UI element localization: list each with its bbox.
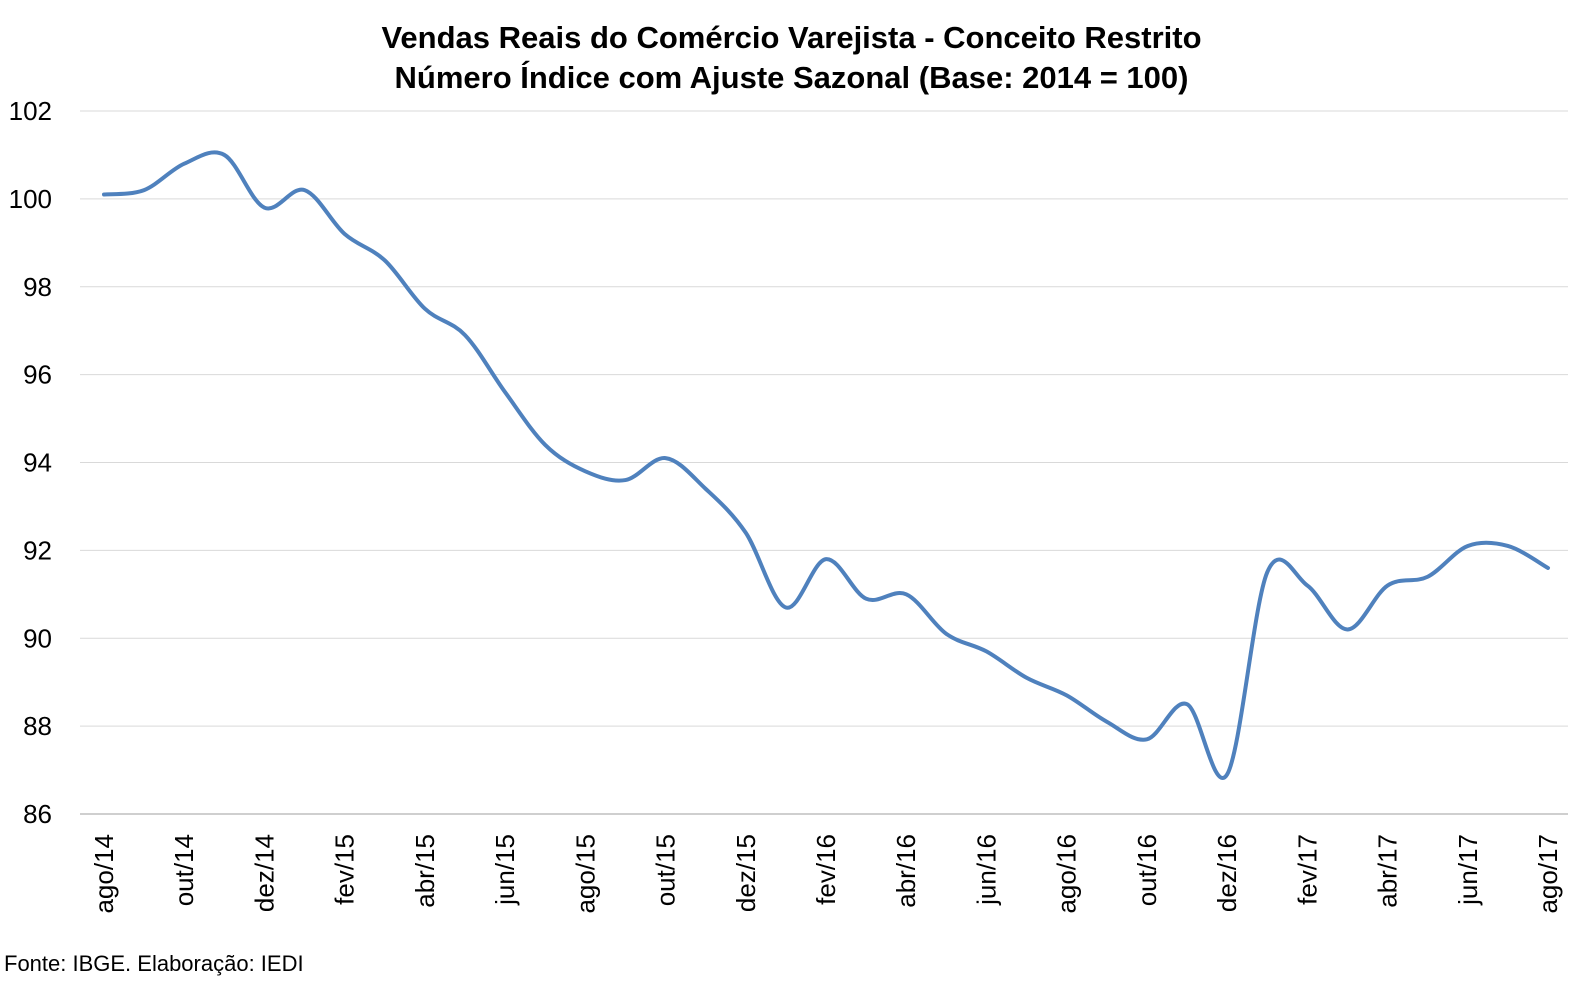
chart-subtitle: Número Índice com Ajuste Sazonal (Base: … (394, 60, 1189, 95)
x-tick-label: abr/16 (891, 834, 921, 908)
data-point (382, 257, 388, 263)
y-tick-label: 98 (23, 272, 52, 302)
data-point (943, 631, 949, 637)
x-tick-label: ago/17 (1533, 834, 1563, 914)
x-tick-label: abr/15 (410, 834, 440, 908)
source-note: Fonte: IBGE. Elaboração: IEDI (4, 951, 304, 976)
data-point (903, 591, 909, 597)
gridlines (80, 110, 1568, 815)
data-point (783, 604, 789, 610)
y-tick-label: 94 (23, 448, 52, 478)
data-point (1505, 543, 1511, 549)
x-tick-label: abr/17 (1373, 834, 1403, 908)
x-tick-label: jun/15 (490, 834, 520, 906)
data-point (582, 468, 588, 474)
data-point (1224, 771, 1230, 777)
data-point (1465, 543, 1471, 549)
data-point (502, 389, 508, 395)
x-tick-label: ago/14 (89, 834, 119, 914)
y-tick-label: 92 (23, 535, 52, 565)
data-point (1344, 626, 1350, 632)
series-layer (101, 150, 1551, 780)
y-axis-tick-labels: 86 88 90 92 94 96 98 100 102 (9, 96, 52, 829)
data-point (823, 556, 829, 562)
data-point (221, 152, 227, 158)
x-tick-label: fev/16 (811, 834, 841, 905)
data-point (663, 455, 669, 461)
data-point (1144, 736, 1150, 742)
y-tick-label: 90 (23, 623, 52, 653)
chart-title: Vendas Reais do Comércio Varejista - Con… (381, 20, 1202, 55)
data-point (1104, 719, 1110, 725)
x-tick-label: jun/16 (971, 834, 1001, 906)
data-point (983, 648, 989, 654)
chart-title-block: Vendas Reais do Comércio Varejista - Con… (0, 18, 1583, 98)
x-tick-label: out/14 (169, 834, 199, 906)
x-tick-label: ago/16 (1052, 834, 1082, 914)
data-point (863, 596, 869, 602)
x-tick-label: ago/15 (570, 834, 600, 914)
x-tick-label: dez/14 (249, 834, 279, 912)
data-point (1304, 583, 1310, 589)
data-point (1184, 701, 1190, 707)
x-tick-label: fev/15 (330, 834, 360, 905)
data-point (422, 306, 428, 312)
x-tick-label: out/15 (651, 834, 681, 906)
y-tick-label: 102 (9, 96, 52, 126)
data-point (141, 187, 147, 193)
data-point (462, 332, 468, 338)
data-point (302, 187, 308, 193)
data-point (1264, 569, 1270, 575)
series-line (102, 150, 1550, 780)
x-tick-label: fev/17 (1292, 834, 1322, 905)
x-tick-label: dez/16 (1212, 834, 1242, 912)
x-tick-label: out/16 (1132, 834, 1162, 906)
data-point (703, 486, 709, 492)
data-point (1425, 574, 1431, 580)
data-point (743, 530, 749, 536)
y-tick-label: 88 (23, 711, 52, 741)
data-point (181, 161, 187, 167)
data-point (261, 205, 267, 211)
data-point (622, 477, 628, 483)
data-point (1024, 675, 1030, 681)
data-point (1064, 692, 1070, 698)
y-tick-label: 100 (9, 184, 52, 214)
x-tick-label: jun/17 (1453, 834, 1483, 906)
data-point (101, 191, 107, 197)
y-tick-label: 86 (23, 799, 52, 829)
data-point (1385, 583, 1391, 589)
y-tick-label: 96 (23, 360, 52, 390)
data-point (342, 231, 348, 237)
data-point (542, 442, 548, 448)
x-tick-label: dez/15 (731, 834, 761, 912)
x-axis-tick-labels: ago/14 out/14 dez/14 fev/15 abr/15 jun/15 ago/… (89, 834, 1563, 914)
data-point (1545, 565, 1551, 571)
